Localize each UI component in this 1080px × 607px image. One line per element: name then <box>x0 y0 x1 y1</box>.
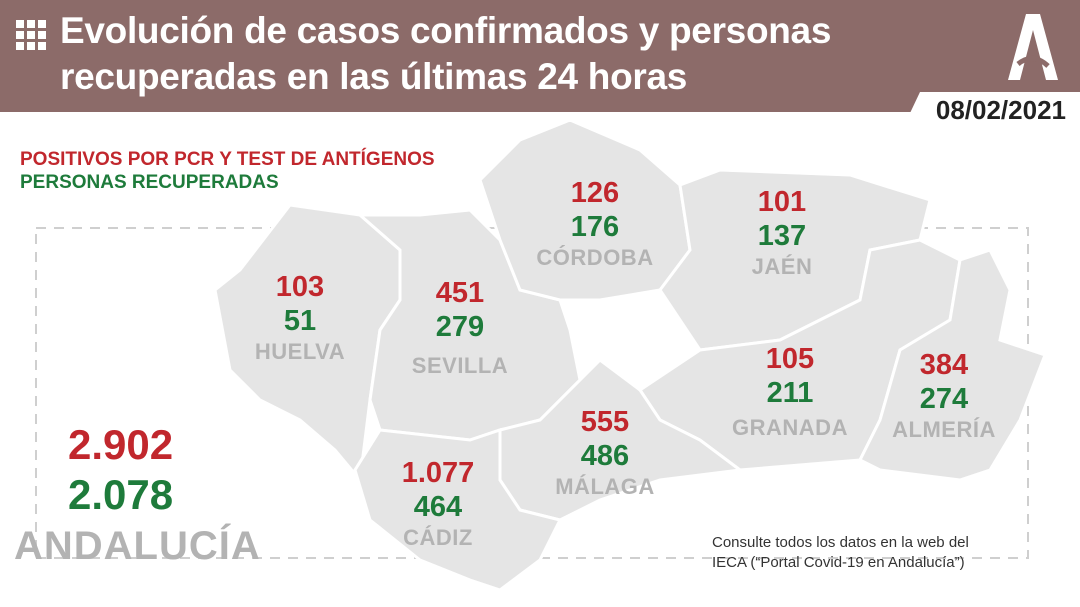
recovered-value: 274 <box>919 383 969 415</box>
positives-value: 451 <box>435 277 485 309</box>
total-positives: 2.902 <box>68 421 174 468</box>
note-line-1: Consulte todos los datos en la web del <box>712 534 969 551</box>
recovered-value: 486 <box>580 440 630 472</box>
recovered-value: 211 <box>766 377 814 409</box>
positives-value: 105 <box>765 343 815 375</box>
date-label: 08/02/2021 <box>935 95 1066 125</box>
positives-value: 384 <box>919 349 969 381</box>
total-andalucia: 2.902 2.078 <box>68 420 173 520</box>
recovered-value: 137 <box>757 220 807 252</box>
note-line-2: IECA (“Portal Covid-19 en Andalucía”) <box>712 554 965 571</box>
title-line-2: recuperadas en las últimas 24 horas <box>60 56 688 97</box>
province-label-almeria: 384 274 ALMERÍA <box>892 348 996 444</box>
province-label-cordoba: 126 176 CÓRDOBA <box>536 176 653 272</box>
legend-recovered: PERSONAS RECUPERADAS <box>20 172 279 193</box>
province-name: MÁLAGA <box>555 474 655 499</box>
legend-positives: POSITIVOS POR PCR Y TEST DE ANTÍGENOS <box>20 149 435 170</box>
date-tab <box>902 92 1080 130</box>
page-title: Evolución de casos confirmados y persona… <box>60 8 831 100</box>
province-label-granada: 105 211 GRANADA <box>732 342 848 442</box>
grid-icon <box>16 20 46 50</box>
positives-value: 101 <box>757 186 807 218</box>
legend: POSITIVOS POR PCR Y TEST DE ANTÍGENOS PE… <box>20 148 435 194</box>
province-label-huelva: 103 51 HUELVA <box>255 270 345 366</box>
recovered-value: 176 <box>570 211 620 243</box>
province-almeria <box>857 248 1047 482</box>
province-cadiz <box>353 427 563 592</box>
positives-value: 555 <box>580 406 630 438</box>
province-name: JAÉN <box>751 254 813 279</box>
positives-value: 1.077 <box>401 457 475 489</box>
positives-value: 126 <box>570 177 620 209</box>
junta-andalucia-logo <box>1008 14 1058 80</box>
province-label-sevilla: 451 279 SEVILLA <box>412 276 508 380</box>
recovered-value: 464 <box>413 491 463 523</box>
title-line-1: Evolución de casos confirmados y persona… <box>60 10 832 51</box>
province-label-malaga: 555 486 MÁLAGA <box>555 405 655 501</box>
province-name: CÁDIZ <box>403 525 473 550</box>
positives-value: 103 <box>275 271 325 303</box>
province-label-jaen: 101 137 JAÉN <box>752 185 813 281</box>
province-name: ALMERÍA <box>892 417 996 442</box>
total-recovered: 2.078 <box>68 471 174 518</box>
province-name: HUELVA <box>254 339 346 364</box>
recovered-value: 279 <box>435 311 485 343</box>
source-note: Consulte todos los datos en la web del I… <box>712 533 969 573</box>
province-name: CÓRDOBA <box>536 245 654 270</box>
province-name: SEVILLA <box>411 353 509 378</box>
province-label-cadiz: 1.077 464 CÁDIZ <box>402 456 475 552</box>
region-name: ANDALUCÍA <box>14 524 261 568</box>
recovered-value: 51 <box>283 305 317 337</box>
province-name: GRANADA <box>732 415 848 440</box>
header-bar <box>0 0 1080 112</box>
